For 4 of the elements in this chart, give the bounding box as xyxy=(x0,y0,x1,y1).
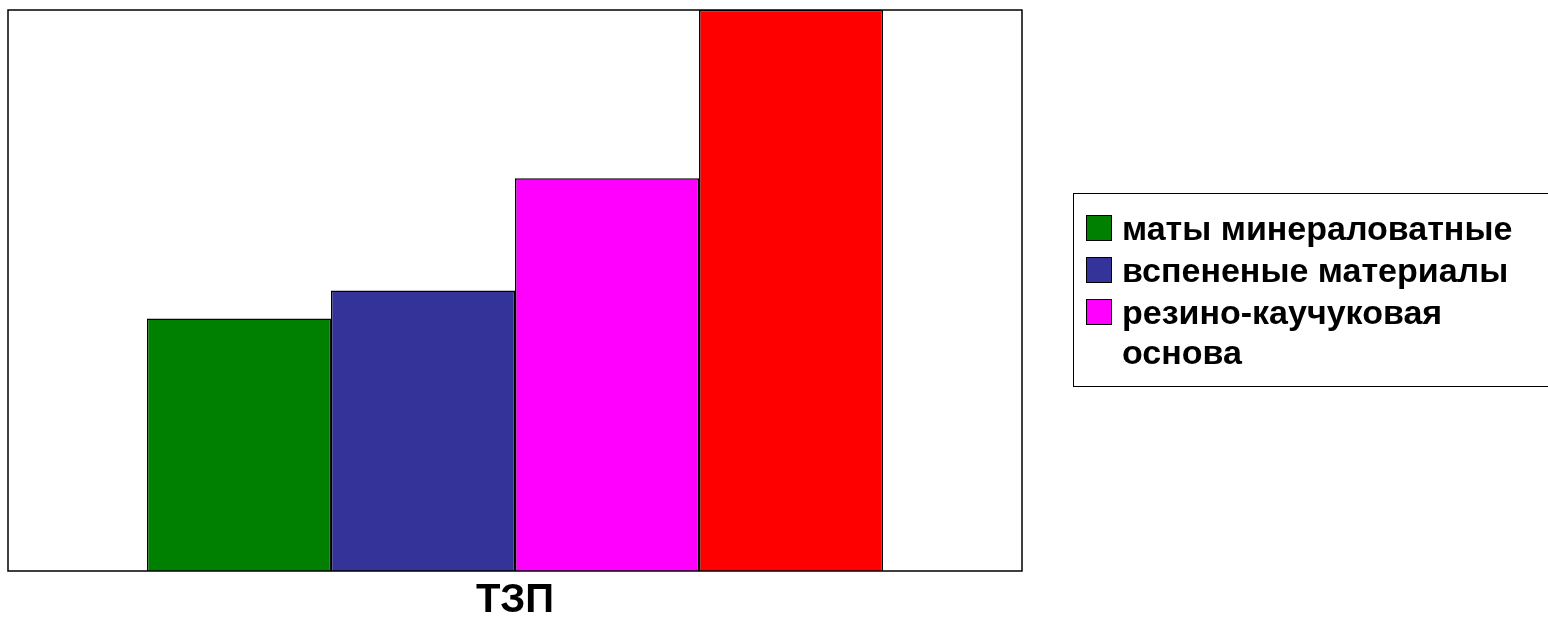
x-axis-title: ТЗП xyxy=(475,576,555,621)
legend-label: резино-каучуковая основа xyxy=(1122,292,1444,372)
legend-label: вспененые материалы xyxy=(1122,250,1509,290)
legend-label: маты минераловатные xyxy=(1122,208,1513,248)
